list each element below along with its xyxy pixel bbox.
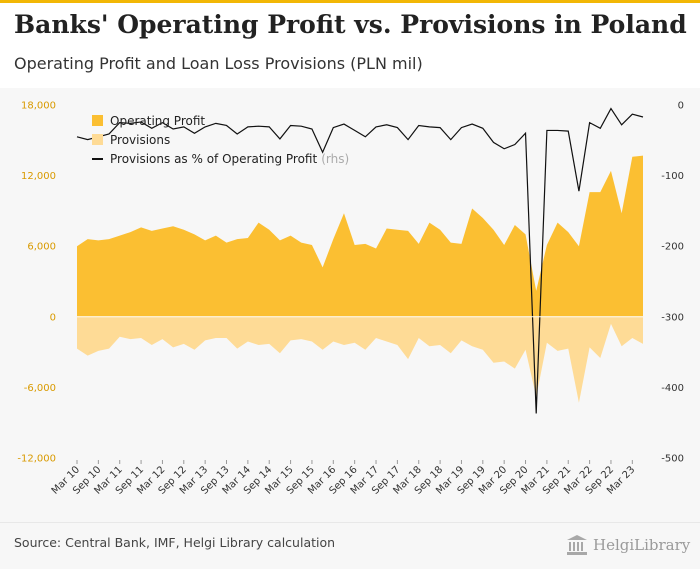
y-right-tick-label: 0 (678, 101, 684, 112)
line-layer (76, 107, 644, 414)
footer-bar (0, 522, 700, 569)
chart-title: Banks' Operating Profit vs. Provisions i… (14, 10, 687, 39)
legend-label-ratio: Provisions as % of Operating Profit (rhs) (110, 152, 349, 166)
y-left-tick-label: 18,000 (21, 101, 56, 112)
top-accent-bar (0, 0, 700, 3)
logo-text: HelgiLibrary (593, 536, 691, 554)
legend-label-operating-profit: Operating Profit (110, 114, 205, 128)
legend-label-ratio-text: Provisions as % of Operating Profit (110, 152, 317, 166)
source-note: Source: Central Bank, IMF, Helgi Library… (14, 535, 336, 550)
y-left-tick-label: -12,000 (17, 454, 56, 465)
series-area-provisions (77, 316, 643, 403)
library-building-icon (567, 535, 587, 555)
y-right-tick-label: -100 (661, 171, 684, 182)
y-right-tick-label: -200 (661, 242, 684, 253)
legend-swatch-operating-profit (92, 115, 103, 126)
legend: Operating Profit Provisions Provisions a… (92, 114, 349, 166)
y-left-tick-label: -6,000 (24, 383, 56, 394)
series-line-provisions-ratio (76, 107, 644, 414)
legend-label-provisions: Provisions (110, 133, 170, 147)
y-right-tick-label: -500 (661, 454, 684, 465)
area-layer (77, 155, 643, 403)
series-area-operating-profit (77, 155, 643, 317)
y-left-tick-label: 6,000 (27, 242, 56, 253)
chart-svg: 18,000 12,000 6,000 0 -6,000 -12,000 0 -100 -200… (17, 101, 684, 497)
legend-swatch-provisions (92, 134, 103, 145)
y-right-tick-label: -400 (661, 383, 684, 394)
chart-subtitle: Operating Profit and Loan Loss Provision… (14, 54, 423, 73)
y-left-tick-label: 0 (50, 312, 56, 323)
y-left-tick-label: 12,000 (21, 171, 56, 182)
helgi-library-logo: HelgiLibrary (566, 533, 690, 557)
legend-label-ratio-note: (rhs) (321, 152, 349, 166)
y-right-tick-label: -300 (661, 312, 684, 323)
